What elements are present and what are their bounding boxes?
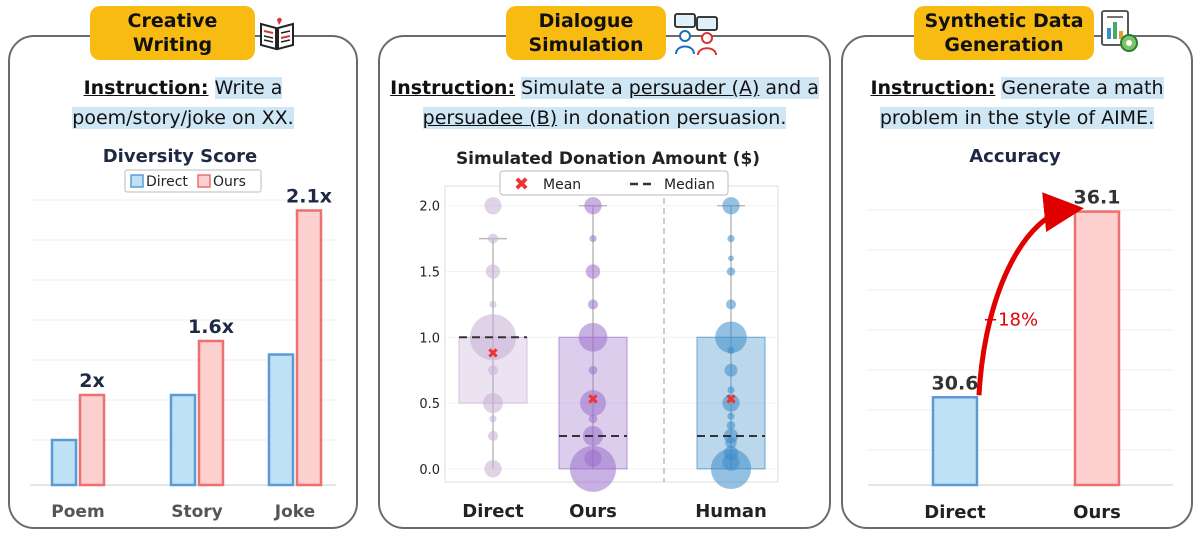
legend-label-ours: Ours bbox=[213, 174, 246, 190]
response-point-ours bbox=[587, 299, 599, 310]
y-tick-label: 1.0 bbox=[419, 331, 440, 346]
legend-box bbox=[499, 170, 729, 196]
dialogue-simulation-instruction: Instruction: Simulate a persuader (A) an… bbox=[390, 77, 819, 129]
response-point-human bbox=[723, 445, 739, 461]
response-point-human bbox=[725, 299, 737, 310]
response-point-human bbox=[727, 386, 735, 394]
chart-title: Simulated Donation Amount ($) bbox=[456, 149, 760, 169]
improvement-annotation: +18% bbox=[983, 309, 1038, 330]
legend-median-label: Median bbox=[664, 177, 715, 193]
response-point-direct bbox=[482, 393, 504, 414]
response-point-human bbox=[722, 394, 740, 412]
response-point-direct bbox=[487, 430, 499, 441]
legend-swatch-direct bbox=[130, 174, 144, 188]
response-point-ours bbox=[570, 445, 616, 492]
open-book-icon bbox=[260, 17, 294, 51]
response-point-direct bbox=[484, 197, 502, 215]
response-point-direct bbox=[489, 415, 497, 423]
ratio-label-poem: 2x bbox=[79, 370, 104, 392]
diversity-score-chart: Diversity Score 2xPoem1.6xStory2.1xJoke … bbox=[30, 146, 336, 522]
bar-direct-poem bbox=[50, 438, 78, 487]
y-tick-label: 0.5 bbox=[419, 397, 440, 412]
ratio-label-story: 1.6x bbox=[188, 316, 234, 338]
legend-mean-label: Mean bbox=[543, 177, 581, 193]
creative-writing-instruction: Instruction: Write a poem/story/joke on … bbox=[72, 77, 294, 129]
data-report-gear-icon bbox=[1101, 10, 1138, 52]
bar-direct-story bbox=[169, 393, 197, 487]
response-point-ours bbox=[584, 197, 602, 215]
response-point-ours bbox=[578, 322, 608, 352]
synthetic-data-instruction: Instruction: Generate a math problem in … bbox=[870, 77, 1164, 129]
response-point-human bbox=[728, 255, 734, 262]
x-tick-label-story: Story bbox=[171, 502, 223, 522]
mean-marker-human: ✖ bbox=[725, 392, 737, 408]
x-tick-label-joke: Joke bbox=[274, 502, 315, 522]
accuracy-chart: Accuracy 30.6 Direct 36.1 Ours +18% bbox=[868, 146, 1173, 523]
legend-box bbox=[124, 169, 262, 193]
bar-ours-joke bbox=[295, 209, 323, 487]
response-point-human bbox=[726, 267, 736, 276]
mean-marker-ours: ✖ bbox=[587, 392, 599, 408]
y-tick-label: 0.0 bbox=[419, 463, 440, 478]
bar-ours bbox=[1073, 210, 1121, 487]
legend-label-direct: Direct bbox=[146, 174, 188, 190]
response-point-direct bbox=[489, 300, 497, 308]
x-tick-label-poem: Poem bbox=[51, 502, 104, 522]
ratio-label-joke: 2.1x bbox=[286, 186, 332, 208]
response-point-direct bbox=[485, 264, 501, 279]
legend-mean-marker: ✖ bbox=[514, 174, 529, 195]
x-tick-label-direct: Direct bbox=[924, 502, 986, 523]
bar-direct-joke bbox=[267, 353, 295, 487]
x-tick-label-ours: Ours bbox=[569, 501, 617, 522]
chart-title: Accuracy bbox=[969, 146, 1061, 167]
response-point-ours bbox=[588, 414, 598, 424]
response-point-ours bbox=[580, 390, 606, 417]
value-label-ours: 36.1 bbox=[1074, 187, 1121, 209]
response-point-human bbox=[715, 321, 747, 354]
bar-ours-poem bbox=[78, 393, 106, 487]
response-point-direct bbox=[487, 233, 499, 244]
response-point-direct bbox=[484, 460, 502, 478]
response-point-human bbox=[726, 421, 736, 430]
legend: Direct Ours bbox=[124, 169, 262, 193]
mean-marker-direct: ✖ bbox=[487, 346, 499, 362]
y-tick-label: 2.0 bbox=[419, 200, 440, 215]
response-point-direct bbox=[487, 365, 499, 376]
response-point-human bbox=[727, 412, 735, 420]
x-tick-label-human: Human bbox=[695, 501, 767, 522]
dialogue-simulation-tag: Dialogue Simulation bbox=[506, 6, 666, 60]
response-point-human bbox=[727, 235, 735, 243]
response-point-ours bbox=[588, 365, 598, 375]
x-tick-label-ours: Ours bbox=[1073, 502, 1121, 523]
response-point-ours bbox=[589, 235, 597, 243]
x-tick-label-direct: Direct bbox=[462, 501, 524, 522]
legend-swatch-ours bbox=[197, 174, 211, 188]
response-point-human bbox=[722, 197, 740, 215]
improvement-arrow bbox=[976, 192, 1084, 396]
response-point-ours bbox=[585, 264, 601, 279]
people-chat-icon bbox=[674, 13, 718, 56]
chart-title: Diversity Score bbox=[103, 146, 258, 167]
donation-amount-chart: Simulated Donation Amount ($) 0.0 0.5 1.0 1… bbox=[419, 149, 779, 522]
response-point-ours bbox=[584, 449, 602, 467]
bar-ours-story bbox=[197, 339, 225, 487]
value-label-direct: 30.6 bbox=[932, 372, 979, 394]
y-tick-label: 1.5 bbox=[419, 266, 440, 281]
synthetic-data-tag: Synthetic Data Generation bbox=[914, 6, 1094, 60]
response-point-human bbox=[724, 363, 738, 377]
legend: ✖ Mean Median bbox=[499, 170, 729, 196]
bar-direct bbox=[931, 396, 979, 487]
creative-writing-tag: Creative Writing bbox=[90, 6, 255, 60]
